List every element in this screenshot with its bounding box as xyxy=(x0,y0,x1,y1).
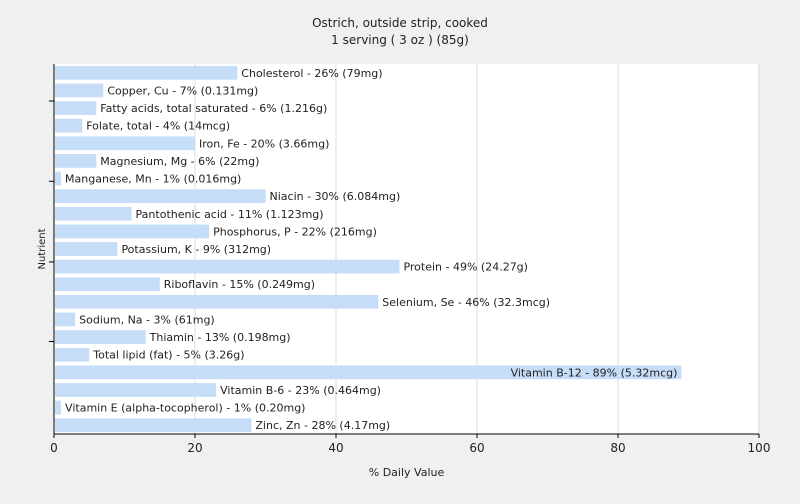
bars xyxy=(55,65,682,433)
bar xyxy=(55,330,146,344)
bar xyxy=(55,136,195,151)
x-tick-label: 60 xyxy=(469,441,484,455)
x-tick-label: 40 xyxy=(328,441,343,455)
bar xyxy=(55,65,238,80)
bar-label: Selenium, Se - 46% (32.3mcg) xyxy=(382,296,550,309)
bar-label: Manganese, Mn - 1% (0.016mg) xyxy=(65,173,241,186)
x-tick-label: 80 xyxy=(610,441,625,455)
bar xyxy=(55,171,62,186)
bar xyxy=(55,206,132,221)
bar xyxy=(55,347,90,362)
bar-label: Zinc, Zn - 28% (4.17mg) xyxy=(255,419,390,432)
bar-label: Fatty acids, total saturated - 6% (1.216… xyxy=(100,102,327,115)
bar xyxy=(55,400,62,415)
bar xyxy=(55,154,97,168)
bar xyxy=(55,383,217,397)
bar xyxy=(55,189,266,204)
axes: 0 20 40 60 80 100 xyxy=(49,64,770,455)
bar xyxy=(55,294,379,309)
bar-label: Thiamin - 13% (0.198mg) xyxy=(149,331,291,344)
bar-label: Potassium, K - 9% (312mg) xyxy=(121,243,271,256)
chart-subtitle: 1 serving ( 3 oz ) (85g) xyxy=(331,33,469,47)
bar xyxy=(55,312,76,327)
bar-label: Niacin - 30% (6.084mg) xyxy=(270,190,401,203)
bar-label: Vitamin E (alpha-tocopherol) - 1% (0.20m… xyxy=(65,402,305,415)
bar-label: Magnesium, Mg - 6% (22mg) xyxy=(100,155,259,168)
bar xyxy=(55,83,104,98)
x-axis-label: % Daily Value xyxy=(369,466,445,479)
bar-label: Total lipid (fat) - 5% (3.26g) xyxy=(92,349,244,362)
bar-label: Riboflavin - 15% (0.249mg) xyxy=(164,278,315,291)
bar-label: Protein - 49% (24.27g) xyxy=(403,261,528,274)
bar-label: Vitamin B-12 - 89% (5.32mcg) xyxy=(511,366,678,379)
bar-label: Phosphorus, P - 22% (216mg) xyxy=(213,225,377,238)
bar-label: Cholesterol - 26% (79mg) xyxy=(241,67,382,80)
bar xyxy=(55,101,97,115)
bar-label: Sodium, Na - 3% (61mg) xyxy=(79,313,215,326)
y-axis-label: Nutrient xyxy=(37,228,48,269)
bar xyxy=(55,118,83,133)
x-tick-label: 20 xyxy=(187,441,202,455)
bar xyxy=(55,224,210,239)
x-tick-label: 100 xyxy=(748,441,771,455)
bar-label: Iron, Fe - 20% (3.66mg) xyxy=(199,137,329,150)
chart-title: Ostrich, outside strip, cooked xyxy=(312,16,488,30)
bar xyxy=(55,365,682,380)
bar-label: Copper, Cu - 7% (0.131mg) xyxy=(107,84,258,97)
bar xyxy=(55,277,160,292)
bar-label: Folate, total - 4% (14mcg) xyxy=(86,120,230,133)
x-tick-label: 0 xyxy=(50,441,58,455)
bar-label: Vitamin B-6 - 23% (0.464mg) xyxy=(220,384,381,397)
bar xyxy=(55,242,118,256)
bar xyxy=(55,418,252,433)
bar xyxy=(55,259,400,274)
bar-label: Pantothenic acid - 11% (1.123mg) xyxy=(136,208,324,221)
bar-labels: Cholesterol - 26% (79mg) Copper, Cu - 7% … xyxy=(65,67,677,432)
